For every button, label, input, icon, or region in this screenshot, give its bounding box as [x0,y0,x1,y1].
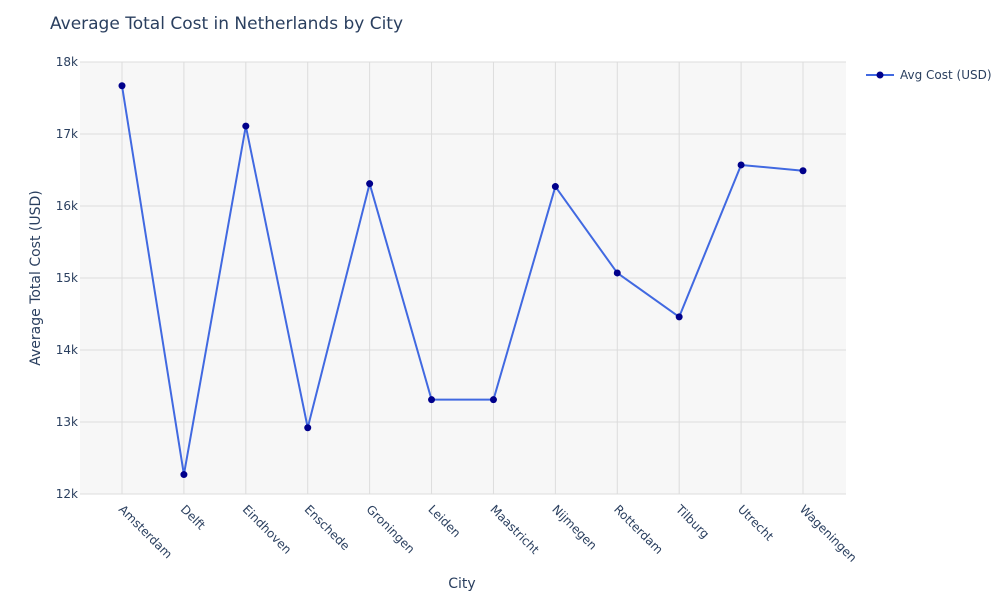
grid-layer [80,61,846,495]
data-point[interactable] [180,471,188,479]
series-layer [118,82,807,479]
y-axis-title: Average Total Cost (USD) [28,190,44,366]
data-point[interactable] [489,396,497,404]
data-point[interactable] [799,167,807,175]
data-point[interactable] [242,122,250,130]
legend[interactable]: Avg Cost (USD) [866,68,992,82]
y-tick-label: 12k [56,487,78,501]
data-point[interactable] [118,82,126,90]
data-point[interactable] [613,269,621,277]
data-point[interactable] [366,180,374,188]
y-tick-label: 18k [56,55,78,69]
y-tick-label: 13k [56,415,78,429]
chart-title: Average Total Cost in Netherlands by Cit… [50,14,403,34]
data-point[interactable] [737,161,745,169]
y-tick-label: 17k [56,127,78,141]
x-axis-title: City [448,576,475,592]
legend-marker-swatch [876,71,884,79]
series-line [121,85,804,476]
data-point[interactable] [304,424,312,432]
data-point[interactable] [428,396,436,404]
data-point[interactable] [675,313,683,321]
data-point[interactable] [551,183,559,191]
y-tick-label: 16k [56,199,78,213]
y-tick-label: 15k [56,271,78,285]
legend-series-label: Avg Cost (USD) [900,68,992,82]
y-tick-label: 14k [56,343,78,357]
